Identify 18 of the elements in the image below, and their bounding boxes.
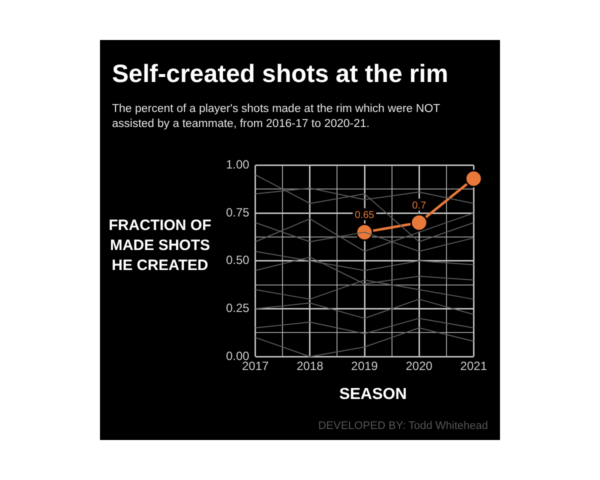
x-axis-title: SEASON [338,386,408,404]
y-tick-label: 0.75 [226,205,250,220]
y-axis-title: FRACTION OF MADE SHOTS HE CREATED [108,216,212,276]
data-label: 0.7 [412,200,426,212]
y-tick-label: 0.50 [226,253,250,268]
chart-title: Self-created shots at the rim [112,60,448,89]
point [464,170,482,188]
x-tick-label: 2021 [460,359,488,374]
point [356,223,374,241]
text: DEVELOPED BY: Todd Whitehead [318,420,488,432]
chart-subtitle: The percent of a player's shots made at the rim which were NOT assisted by a teammate, from 2016-17 to 2020-21. [112,102,441,132]
y-tick-label: 1.00 [226,158,250,172]
y-tick-label: 0.25 [226,301,250,316]
x-tick-label: 2019 [351,359,378,374]
x-tick-label: 2020 [406,359,433,374]
data-label: 0.65 [354,210,375,221]
x-tick-label: 2018 [296,359,324,374]
point [410,214,428,232]
